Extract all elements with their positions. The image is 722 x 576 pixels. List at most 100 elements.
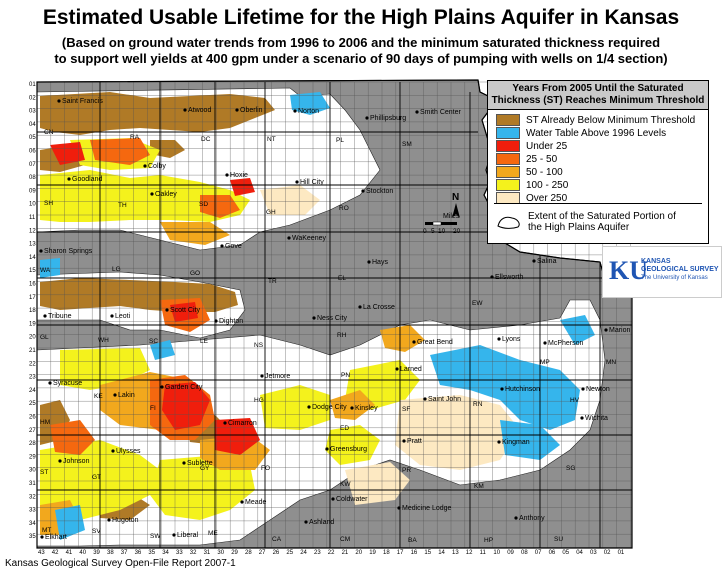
township-number: 26: [29, 415, 36, 421]
county-abbr: WA: [40, 267, 51, 274]
township-number: 16: [29, 282, 36, 288]
town-name: Hays: [372, 259, 388, 266]
range-number: 18: [383, 550, 390, 556]
town-labels: Saint Francis Atwood Oberlin Norton Phillips…: [39, 98, 631, 541]
legend-title: Years From 2005 Until the Saturated Thic…: [488, 81, 708, 110]
legend-item-25-50: 25 - 50: [496, 153, 708, 165]
range-number: 04: [576, 550, 583, 556]
range-number: 16: [411, 550, 418, 556]
range-number: 40: [79, 550, 86, 556]
scale-tick-10: 10: [438, 228, 446, 235]
subtitle-line-2: to support well yields at 400 gpm under …: [54, 51, 668, 66]
subtitle-line-1: (Based on ground water trends from 1996 …: [61, 35, 661, 50]
range-number: 36: [135, 550, 142, 556]
town: Stockton: [361, 188, 393, 195]
township-number: 06: [29, 149, 36, 155]
town: Anthony: [514, 515, 545, 522]
town-name: Scott City: [170, 307, 200, 314]
township-number: 34: [29, 521, 36, 527]
township-number: 22: [29, 361, 36, 367]
county-abbr: TR: [268, 278, 277, 285]
legend-label: 100 - 250: [526, 179, 569, 191]
township-number: 27: [29, 428, 36, 434]
township-number: 12: [29, 228, 36, 234]
county-abbr: PL: [336, 137, 344, 144]
township-number: 05: [29, 135, 36, 141]
town-name: Stockton: [366, 188, 393, 195]
town-name: Tribune: [48, 313, 72, 320]
town-name: Dighton: [219, 318, 243, 325]
township-number: 24: [29, 388, 36, 394]
town: Ellsworth: [490, 274, 524, 281]
county-abbr: ED: [340, 425, 349, 432]
county-abbr: SU: [554, 536, 563, 543]
town-name: Larned: [400, 366, 422, 373]
town: Meade: [240, 499, 267, 506]
legend-swatch: [496, 166, 520, 178]
township-numbers: 01 02 03 04 05 06 07 08 09 10 11 12 13 14 15 16 17 18 19 20…: [29, 82, 36, 540]
town: Smith Center: [415, 109, 462, 116]
town-name: Ashland: [309, 519, 334, 526]
town: Goodland: [67, 176, 102, 183]
range-number: 08: [521, 550, 528, 556]
town-name: Kingman: [502, 439, 530, 446]
county-abbr: GH: [266, 209, 276, 216]
range-number: 29: [231, 550, 238, 556]
township-number: 14: [29, 255, 36, 261]
county-abbr: WH: [98, 337, 109, 344]
township-number: 17: [29, 295, 36, 301]
town: Oakley: [150, 191, 177, 198]
town: Liberal: [172, 532, 198, 539]
county-abbr: EW: [472, 300, 483, 307]
county-abbr: RA: [130, 134, 140, 141]
range-number: 25: [286, 550, 293, 556]
town: Norton: [293, 108, 319, 115]
legend-item-st-below: ST Already Below Minimum Threshold: [496, 114, 708, 126]
town: McPherson: [543, 340, 584, 347]
range-number: 39: [93, 550, 100, 556]
scale-tick-5: 5: [431, 228, 435, 235]
county-abbr: RO: [339, 205, 349, 212]
county-abbr: EL: [338, 275, 346, 282]
county-abbr: FO: [261, 465, 270, 472]
town: Johnson: [58, 458, 90, 465]
legend-swatch: [496, 127, 520, 139]
range-number: 13: [452, 550, 459, 556]
township-number: 10: [29, 202, 36, 208]
legend-item-extent: Extent of the Saturated Portion of the H…: [496, 211, 678, 233]
county-abbr: DC: [201, 136, 211, 143]
town: Sharon Springs: [39, 248, 93, 255]
township-number: 19: [29, 321, 36, 327]
town: Syracuse: [48, 380, 82, 387]
county-abbr: GO: [190, 270, 200, 277]
town-name: Pratt: [407, 438, 422, 445]
town-name: Oberlin: [240, 107, 263, 114]
town: Phillipsburg: [365, 115, 406, 122]
county-abbreviations: CN RA DC NT PL SM SH TH SD GH RO WA LG GO TR EL GL WH SC LE…: [40, 129, 616, 544]
township-number: 30: [29, 468, 36, 474]
county-abbr: BA: [408, 537, 417, 544]
county-abbr: SW: [150, 533, 161, 540]
town-name: Atwood: [188, 107, 211, 114]
zone-water-above-1996: [40, 92, 595, 540]
town-name: Sublette: [187, 460, 213, 467]
legend-label: 25 - 50: [526, 153, 558, 165]
range-number: 22: [328, 550, 335, 556]
county-abbr: MP: [540, 359, 550, 366]
county-abbr: CM: [340, 536, 350, 543]
town-name: Liberal: [177, 532, 198, 539]
ku-logo: KU KANSAS GEOLOGICAL SURVEY The Universi…: [602, 246, 722, 298]
town-name: Anthony: [519, 515, 545, 522]
county-abbr: HV: [570, 397, 580, 404]
county-abbr: GT: [92, 474, 101, 481]
township-number: 04: [29, 122, 36, 128]
range-number: 34: [162, 550, 169, 556]
ku-logo-line-1: KANSAS: [641, 258, 671, 265]
town: Ness City: [312, 315, 347, 322]
town: Gove: [220, 243, 242, 250]
town: Medicine Lodge: [397, 505, 452, 512]
legend-label: ST Already Below Minimum Threshold: [526, 114, 696, 126]
range-number: 06: [549, 550, 556, 556]
town-name: Ellsworth: [495, 274, 524, 281]
